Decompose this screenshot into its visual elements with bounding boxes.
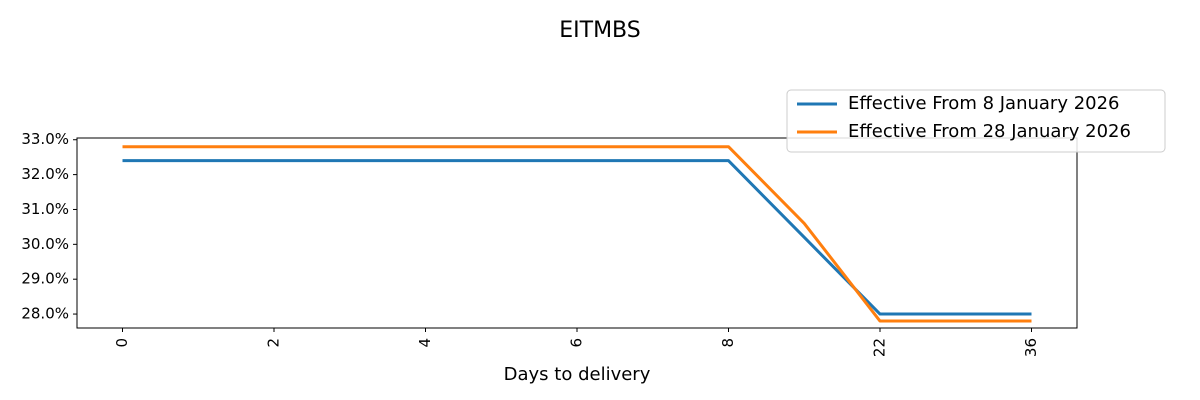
x-tick-label: 2 <box>265 338 283 348</box>
y-tick-label: 30.0% <box>21 235 69 253</box>
legend-label: Effective From 8 January 2026 <box>848 93 1120 114</box>
y-tick-label: 31.0% <box>21 200 69 218</box>
legend-box <box>786 89 1166 153</box>
x-tick-label: 6 <box>568 338 586 348</box>
series-line <box>122 159 1032 316</box>
plot-frame <box>76 137 1078 329</box>
y-tick-label: 33.0% <box>21 130 69 148</box>
x-tick-label: 0 <box>113 338 131 348</box>
legend-label: Effective From 28 January 2026 <box>848 121 1131 142</box>
x-tick-label: 22 <box>871 338 889 357</box>
chart-title: EITMBS <box>559 18 640 43</box>
x-tick-label: 8 <box>719 338 737 348</box>
x-tick-label: 36 <box>1022 338 1040 357</box>
series-line <box>122 145 1032 323</box>
x-axis-label: Days to delivery <box>504 364 651 385</box>
y-tick-label: 32.0% <box>21 165 69 183</box>
y-tick-label: 28.0% <box>21 305 69 323</box>
x-tick-label: 4 <box>416 338 434 348</box>
y-tick-label: 29.0% <box>21 270 69 288</box>
